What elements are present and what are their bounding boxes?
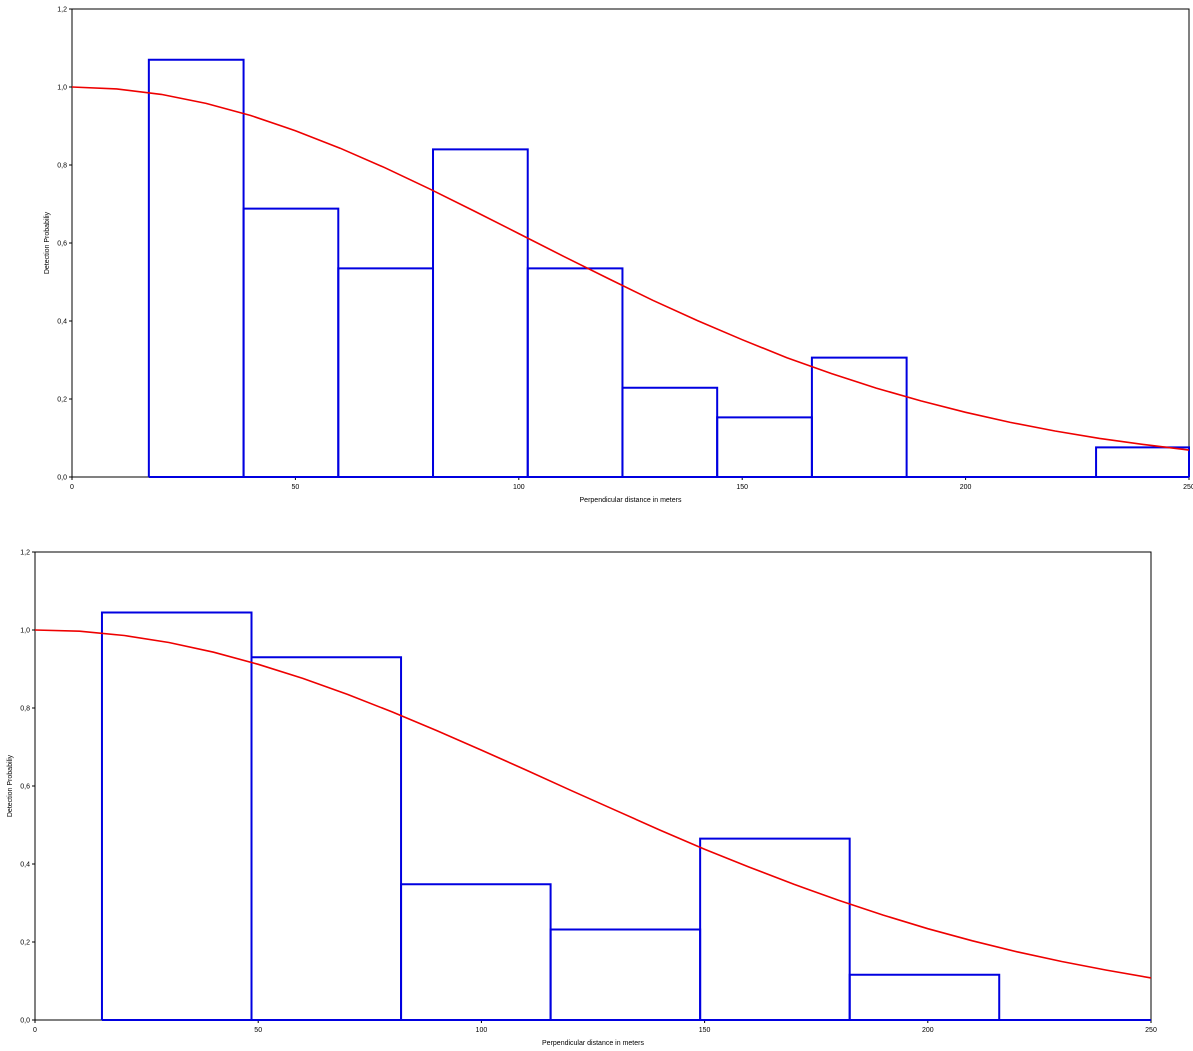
x-tick-label: 100 (476, 1027, 488, 1034)
y-axis-label: Detection Probabiliy (7, 754, 14, 817)
histogram-bar (526, 267, 624, 477)
x-tick-label: 50 (292, 484, 300, 491)
y-tick-label: 0,8 (57, 163, 67, 170)
x-tick-label: 150 (699, 1027, 711, 1034)
x-tick-label: 50 (254, 1027, 262, 1034)
histogram-bar (810, 356, 908, 477)
histogram-bar (716, 416, 813, 477)
histogram-bar (621, 386, 719, 477)
histogram-bar (1095, 446, 1190, 477)
detection-curve (34, 629, 1152, 979)
histogram-bar (848, 973, 1001, 1020)
histogram-bar (400, 883, 552, 1020)
y-tick-label: 1,2 (57, 7, 67, 14)
histogram-bar (699, 837, 851, 1020)
y-tick-label: 0,6 (20, 784, 30, 791)
y-tick-label: 1,0 (20, 628, 30, 635)
chart-top: 0,0 0,2 0,4 0,6 0,8 1,0 1,2 0 50 100 150 200 250 Perp… (44, 7, 1193, 505)
x-tick-label: 0 (70, 484, 74, 491)
x-tick-label: 100 (513, 484, 525, 491)
y-tick-label: 0,4 (57, 319, 67, 326)
plot-frame (71, 8, 1190, 478)
x-tick-label: 150 (736, 484, 748, 491)
y-tick-label: 0,4 (20, 862, 30, 869)
histogram-bar (100, 611, 253, 1020)
x-tick-label: 250 (1183, 484, 1193, 491)
x-tick-label: 200 (922, 1027, 934, 1034)
y-axis-label: Detection Probabiliy (44, 211, 51, 274)
y-tick-label: 0,2 (57, 397, 67, 404)
x-tick-label: 200 (960, 484, 972, 491)
y-tick-label: 0,2 (20, 940, 30, 947)
y-tick-label: 0,0 (20, 1018, 30, 1025)
histogram-bar (549, 928, 702, 1020)
y-tick-label: 1,0 (57, 85, 67, 92)
x-axis-label: Perpendicular distance in meters (542, 1040, 644, 1047)
y-tick-label: 0,0 (57, 475, 67, 482)
histogram-bar (242, 207, 340, 477)
y-tick-label: 0,8 (20, 706, 30, 713)
detection-curve (71, 86, 1190, 451)
x-axis-label: Perpendicular distance in meters (580, 497, 682, 504)
histogram-bar (250, 656, 403, 1020)
histogram-bar (337, 267, 435, 477)
x-tick-label: 0 (33, 1027, 37, 1034)
x-tick-label: 250 (1145, 1027, 1157, 1034)
histogram-bar (147, 58, 245, 477)
chart-bottom: 0,0 0,2 0,4 0,6 0,8 1,0 1,2 0 50 100 150 200 250 Perp… (7, 550, 1157, 1048)
y-tick-label: 0,6 (57, 241, 67, 248)
plot-frame (34, 551, 1152, 1021)
y-tick-label: 1,2 (20, 550, 30, 557)
